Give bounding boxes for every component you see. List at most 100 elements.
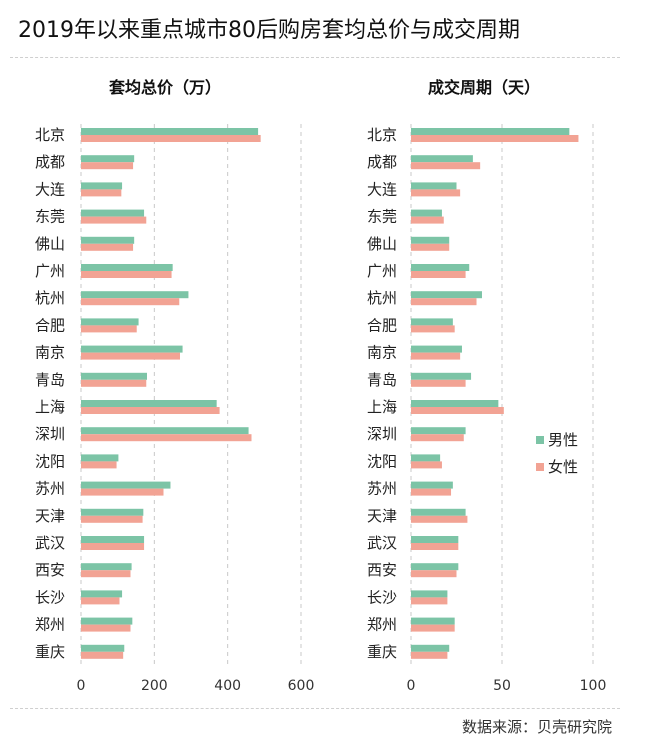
cycle-bar-male <box>411 318 453 326</box>
page-title: 2019年以来重点城市80后购房套均总价与成交周期 <box>18 18 520 43</box>
cycle-bar-female <box>411 543 459 550</box>
price-bar-male <box>81 128 259 135</box>
cycle-category-label: 合肥 <box>367 316 397 334</box>
price-category-label: 杭州 <box>35 289 65 307</box>
price-category-label: 成都 <box>35 153 65 171</box>
price-bar-male <box>81 236 135 244</box>
price-bar-female <box>81 461 117 469</box>
cycle-bar-female <box>411 651 448 659</box>
cycle-bar-male <box>411 128 570 135</box>
price-bar-male <box>81 508 144 516</box>
price-category-label: 沈阳 <box>35 452 65 470</box>
price-bar-female <box>81 597 120 605</box>
cycle-bar-male <box>411 644 450 652</box>
price-bar-female <box>81 434 252 442</box>
price-bar-female <box>81 488 164 496</box>
cycle-chart-title: 成交周期（天） <box>428 78 540 97</box>
cycle-bar-male <box>411 264 470 271</box>
cycle-bar-female <box>411 298 477 306</box>
cycle-bar-male <box>411 563 459 571</box>
price-category-label: 天津 <box>35 507 65 525</box>
cycle-bar-female <box>411 570 457 578</box>
cycle-bar-female <box>411 243 450 251</box>
price-bar-male <box>81 454 119 462</box>
price-x-tick-label: 600 <box>288 678 315 694</box>
price-category-label: 武汉 <box>35 534 65 552</box>
legend-label-female: 女性 <box>548 458 578 476</box>
price-bar-female <box>81 651 124 659</box>
cycle-bar-female <box>411 434 464 442</box>
cycle-bar-male <box>411 590 448 598</box>
cycle-bar-male <box>411 427 466 435</box>
price-bar-male <box>81 182 123 190</box>
price-bar-female <box>81 298 180 306</box>
price-bar-male <box>81 345 183 353</box>
price-bar-female <box>81 135 261 142</box>
cycle-x-tick-label: 50 <box>493 678 511 694</box>
price-bar-female <box>81 189 122 197</box>
cycle-category-label: 南京 <box>367 344 397 362</box>
cycle-bar-female <box>411 379 466 387</box>
cycle-bar-male <box>411 454 441 462</box>
price-bar-male <box>81 427 249 435</box>
price-chart-title: 套均总价（万） <box>108 78 221 97</box>
top-divider <box>10 57 620 58</box>
cycle-category-label: 广州 <box>367 262 397 280</box>
price-category-label: 长沙 <box>35 588 65 606</box>
price-category-label: 广州 <box>35 262 65 280</box>
price-bar-female <box>81 543 145 550</box>
price-bar-female <box>81 325 137 333</box>
price-x-tick-label: 0 <box>77 678 86 694</box>
cycle-category-label: 北京 <box>367 126 397 144</box>
cycle-category-label: 成都 <box>367 153 397 171</box>
cycle-category-label: 佛山 <box>367 235 397 253</box>
cycle-category-label: 青岛 <box>367 371 397 389</box>
cycle-category-label: 沈阳 <box>367 452 397 470</box>
price-bar-female <box>81 515 143 523</box>
legend-label-male: 男性 <box>548 431 578 449</box>
price-category-label: 郑州 <box>35 616 65 634</box>
cycle-bar-female <box>411 352 461 360</box>
cycle-category-label: 天津 <box>367 507 397 525</box>
cycle-bar-male <box>411 508 466 516</box>
price-bar-male <box>81 644 125 652</box>
cycle-bar-female <box>411 488 452 496</box>
price-bar-female <box>81 162 134 170</box>
cycle-category-label: 长沙 <box>367 588 397 606</box>
cycle-x-tick-label: 100 <box>580 678 607 694</box>
price-bar-male <box>81 481 171 489</box>
cycle-category-label: 东莞 <box>367 208 397 226</box>
price-category-label: 深圳 <box>35 425 65 443</box>
cycle-bar-male <box>411 209 442 217</box>
cycle-bar-female <box>411 162 481 170</box>
price-x-tick-label: 400 <box>214 678 241 694</box>
price-bar-female <box>81 407 220 414</box>
price-bar-male <box>81 400 217 407</box>
cycle-bar-male <box>411 155 473 163</box>
cycle-bar-female <box>411 624 455 632</box>
bottom-divider <box>10 708 620 709</box>
price-category-label: 南京 <box>35 344 65 362</box>
cycle-category-label: 西安 <box>367 561 397 579</box>
cycle-bar-female <box>411 325 455 333</box>
cycle-bar-female <box>411 461 442 469</box>
cycle-bar-female <box>411 597 448 605</box>
price-category-label: 北京 <box>35 126 65 144</box>
price-category-label: 苏州 <box>35 480 65 498</box>
cycle-category-label: 重庆 <box>367 643 397 661</box>
price-category-label: 东莞 <box>35 208 65 226</box>
cycle-category-label: 杭州 <box>367 289 397 307</box>
cycle-bar-male <box>411 291 482 299</box>
cycle-bar-female <box>411 189 461 197</box>
price-category-label: 青岛 <box>35 371 65 389</box>
cycle-bar-female <box>411 515 468 523</box>
cycle-bar-female <box>411 271 466 278</box>
cycle-bar-female <box>411 135 579 142</box>
cycle-bar-male <box>411 345 462 353</box>
price-bar-female <box>81 243 134 251</box>
price-x-tick-label: 200 <box>141 678 168 694</box>
price-bar-male <box>81 372 147 380</box>
cycle-category-label: 大连 <box>367 180 397 198</box>
cycle-bar-male <box>411 400 499 407</box>
